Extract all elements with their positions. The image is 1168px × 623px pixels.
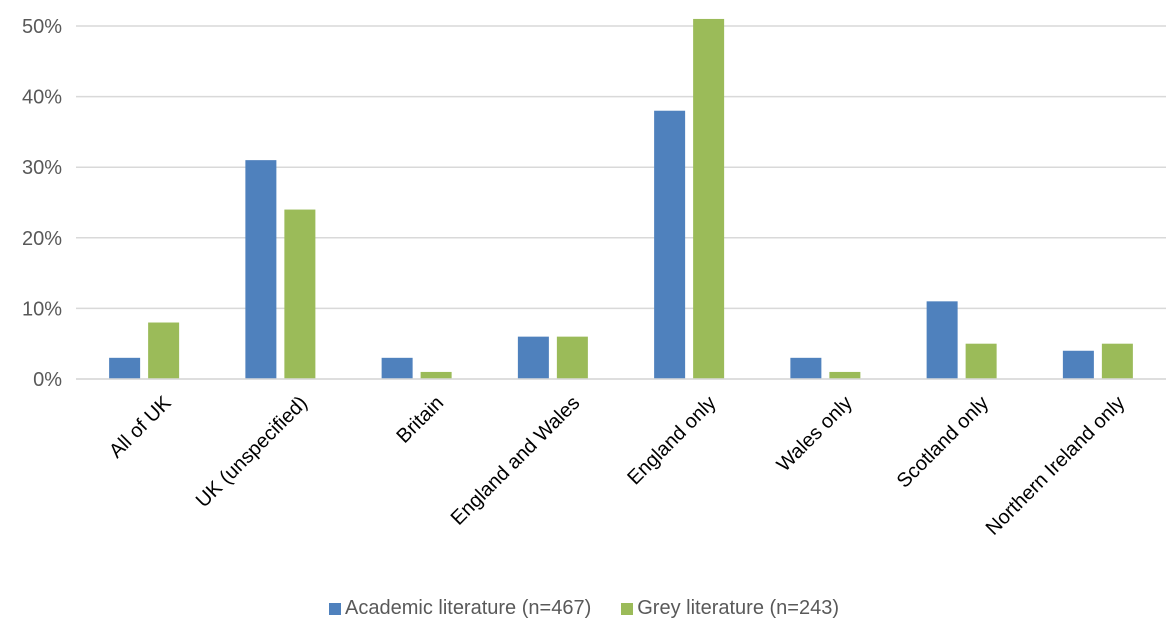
bar-grey: [420, 371, 452, 379]
legend-item-grey: Grey literature (n=243): [621, 597, 839, 620]
x-tick-label: Britain: [393, 392, 449, 448]
bar-grey: [693, 18, 725, 379]
bar-academic: [790, 357, 822, 379]
legend-label-grey: Grey literature (n=243): [637, 597, 839, 619]
x-tick-label: UK (unspecified): [192, 392, 312, 512]
bar-academic: [109, 357, 141, 379]
bar-grey: [829, 371, 861, 379]
bar-academic: [245, 160, 277, 379]
legend-item-academic: Academic literature (n=467): [329, 597, 591, 620]
x-axis: All of UK UK (unspecified) BritainEngland …: [76, 378, 1166, 540]
bar-chart: 0% 10% 20% 30% 40% 50% All of UK UK (unspecifi…: [22, 16, 1166, 540]
legend: Academic literature (n=467) Grey literat…: [0, 597, 1168, 620]
legend-swatch-grey: [621, 602, 634, 615]
x-tick-label: England only: [623, 392, 720, 489]
bars: [109, 18, 1133, 379]
legend-swatch-academic: [329, 602, 341, 615]
y-tick-label: 50%: [22, 16, 62, 38]
bar-grey: [965, 343, 997, 379]
y-tick-label: 20%: [22, 228, 62, 250]
x-tick-label: All of UK: [105, 392, 176, 463]
gridlines: [76, 25, 1166, 380]
bar-academic: [926, 301, 958, 379]
y-tick-label: 0%: [33, 369, 62, 391]
x-tick-label: Scotland only: [893, 392, 993, 492]
bar-academic: [517, 336, 549, 379]
x-tick-label: England and Wales: [447, 392, 585, 530]
legend-label-academic: Academic literature (n=467): [345, 597, 592, 619]
bar-grey: [556, 336, 588, 379]
bar-academic: [1062, 350, 1094, 379]
y-axis: 0% 10% 20% 30% 40% 50%: [22, 16, 62, 391]
y-tick-label: 30%: [22, 157, 62, 179]
x-tick-label: Wales only: [773, 392, 857, 476]
bar-grey: [148, 322, 180, 379]
x-tick-label: Northern Ireland only: [982, 392, 1130, 540]
bar-academic: [654, 110, 686, 379]
y-tick-label: 10%: [22, 298, 62, 320]
bar-grey: [1101, 343, 1133, 379]
bar-academic: [381, 357, 413, 379]
y-tick-label: 40%: [22, 87, 62, 109]
bar-grey: [284, 209, 316, 379]
